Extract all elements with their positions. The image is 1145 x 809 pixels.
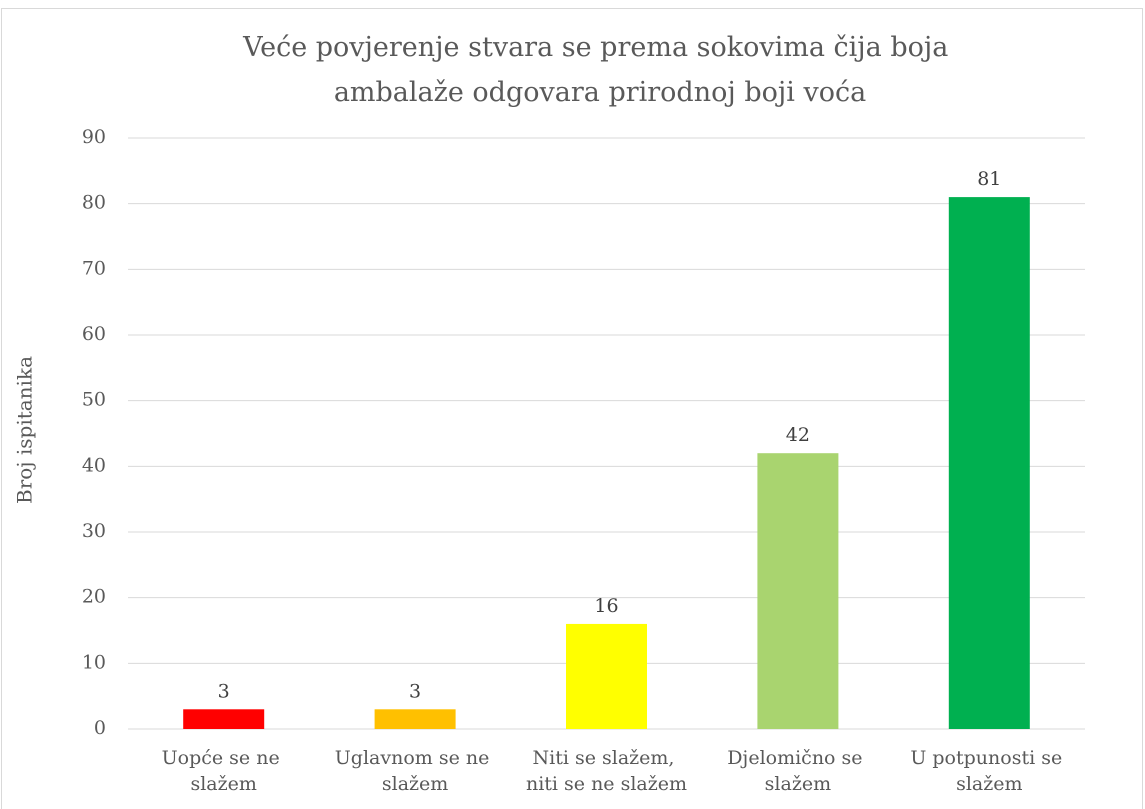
y-tick-label: 0 — [94, 717, 106, 739]
y-tick-label: 20 — [82, 586, 106, 608]
y-tick-label: 80 — [82, 192, 106, 214]
x-tick-label: Niti se slažem, niti se ne slažem — [526, 747, 687, 795]
chart-title: Veće povjerenje stvara se prema sokovima… — [242, 32, 957, 108]
data-label: 16 — [594, 595, 618, 617]
y-tick-label: 50 — [82, 389, 106, 411]
y-axis-label: Broj ispitanika — [13, 356, 37, 504]
data-label: 3 — [218, 680, 230, 702]
y-tick-label: 40 — [82, 454, 106, 476]
x-tick-label: Uopće se ne slažem — [162, 747, 286, 795]
data-label: 3 — [409, 680, 421, 702]
x-tick-label: Djelomično se slažem — [727, 747, 868, 795]
bar — [374, 709, 456, 729]
x-tick-label: Uglavnom se ne slažem — [335, 747, 496, 795]
bar — [183, 709, 265, 729]
y-tick-label: 70 — [82, 257, 106, 279]
bar — [757, 453, 839, 729]
y-tick-label: 90 — [82, 126, 106, 148]
y-tick-label: 60 — [82, 323, 106, 345]
data-label: 42 — [786, 424, 810, 446]
y-tick-label: 30 — [82, 520, 106, 542]
bar — [948, 197, 1030, 730]
y-tick-label: 10 — [82, 651, 106, 673]
x-tick-label: U potpunosti se slažem — [910, 747, 1068, 795]
data-label: 81 — [977, 168, 1001, 190]
bar — [566, 623, 647, 729]
